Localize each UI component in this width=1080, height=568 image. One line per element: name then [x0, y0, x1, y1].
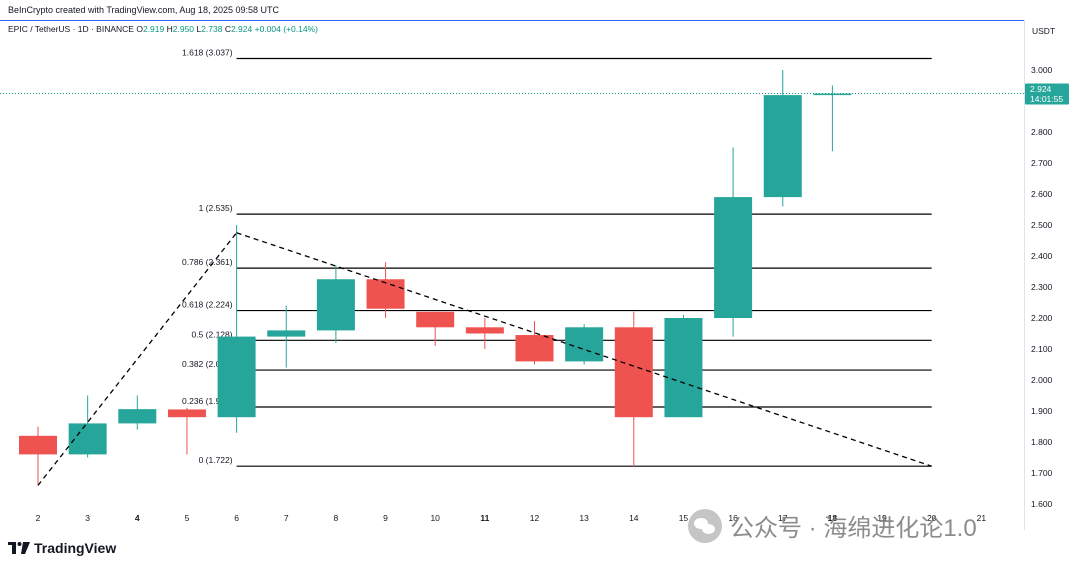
candle-body[interactable] — [714, 197, 753, 318]
currency-unit: USDT — [1032, 26, 1056, 36]
current-price-value: 2.924 — [1030, 84, 1052, 94]
candle-body[interactable] — [813, 93, 852, 96]
x-tick-label: 9 — [383, 513, 388, 523]
x-tick-label: 10 — [430, 513, 440, 523]
x-tick-label: 12 — [530, 513, 540, 523]
price-scale-border — [1024, 20, 1025, 530]
close-value: 2.924 — [230, 24, 253, 34]
candle-body[interactable] — [68, 423, 107, 455]
candle-body[interactable] — [416, 311, 455, 328]
x-tick-label: 17 — [778, 513, 788, 523]
close-label: C — [224, 24, 231, 34]
y-tick-label: 2.400 — [1031, 251, 1053, 261]
candle-body[interactable] — [167, 409, 206, 418]
y-tick-label: 1.900 — [1031, 406, 1053, 416]
x-tick-label: 8 — [334, 513, 339, 523]
header-divider — [0, 20, 1024, 21]
y-tick-label: 2.100 — [1031, 344, 1053, 354]
high-value: 2.950 — [172, 24, 195, 34]
y-tick-label: 2.000 — [1031, 375, 1053, 385]
x-tick-label: 6 — [234, 513, 239, 523]
low-value: 2.738 — [201, 24, 223, 34]
x-tick-label: 18 — [828, 513, 838, 523]
wechat-icon — [688, 508, 722, 543]
watermark: 公众号 · 海绵进化论1.0 — [688, 508, 977, 543]
credit-text: BeInCrypto created with TradingView.com,… — [8, 5, 279, 15]
candle-body[interactable] — [465, 327, 504, 334]
fib-level-label: 1 (2.535) — [199, 203, 233, 213]
x-tick-label: 7 — [284, 513, 289, 523]
low-label: L — [196, 24, 202, 34]
y-tick-label: 2.300 — [1031, 282, 1053, 292]
y-tick-label: 1.800 — [1031, 437, 1053, 447]
y-tick-label: 2.800 — [1031, 127, 1053, 137]
tradingview-logo[interactable]: TradingView — [8, 540, 116, 556]
candle-body[interactable] — [217, 336, 256, 418]
candle-body[interactable] — [118, 409, 157, 424]
fib-level-label: 0.618 (2.224) — [182, 300, 233, 310]
y-tick-label: 1.600 — [1031, 499, 1053, 509]
fib-level-label: 0.236 (1.913) — [182, 396, 233, 406]
candle-body[interactable] — [664, 318, 703, 418]
x-tick-label: 4 — [135, 513, 140, 523]
candle-body[interactable] — [19, 435, 57, 455]
countdown-timer: 14:01:55 — [1030, 94, 1063, 104]
tradingview-logo-icon — [8, 542, 30, 554]
symbol-name[interactable]: EPIC / TetherUS · 1D · BINANCE — [8, 24, 134, 34]
y-tick-label: 2.700 — [1031, 158, 1053, 168]
fib-level-label: 1.618 (3.037) — [182, 48, 233, 58]
x-tick-label: 13 — [579, 513, 589, 523]
y-tick-label: 2.200 — [1031, 313, 1053, 323]
y-tick-label: 3.000 — [1031, 65, 1053, 75]
candle-body[interactable] — [614, 327, 653, 418]
symbol-legend: EPIC / TetherUS · 1D · BINANCE O2.919 H2… — [8, 24, 318, 34]
x-tick-label: 20 — [927, 513, 937, 523]
candle-body[interactable] — [515, 335, 554, 362]
current-price-tag — [1025, 83, 1069, 105]
x-tick-label: 3 — [85, 513, 90, 523]
open-value: 2.919 — [142, 24, 165, 34]
x-tick-label: 19 — [877, 513, 887, 523]
change-value: +0.004 (+0.14%) — [254, 24, 318, 34]
x-tick-label: 15 — [679, 513, 689, 523]
candle-body[interactable] — [565, 327, 604, 362]
fib-level-label: 0 (1.722) — [199, 455, 233, 465]
candle-body[interactable] — [366, 279, 405, 309]
candle-body[interactable] — [316, 279, 355, 331]
open-label: O — [136, 24, 143, 34]
candle-body[interactable] — [763, 95, 802, 198]
x-tick-label: 16 — [728, 513, 738, 523]
x-tick-label: 21 — [977, 513, 987, 523]
fib-level-label: 0.5 (2.128) — [191, 329, 232, 339]
x-tick-label: 14 — [629, 513, 639, 523]
x-tick-label: 11 — [480, 513, 489, 523]
x-tick-label: 5 — [185, 513, 190, 523]
watermark-text: 公众号 · 海绵进化论1.0 — [730, 515, 977, 542]
y-tick-label: 2.500 — [1031, 220, 1053, 230]
high-label: H — [166, 24, 173, 34]
candle-body[interactable] — [267, 330, 306, 337]
y-tick-label: 2.600 — [1031, 189, 1053, 199]
fib-level-label: 0.786 (2.361) — [182, 257, 233, 267]
x-tick-label: 2 — [36, 513, 41, 523]
fib-level-label: 0.382 (2.032) — [182, 359, 233, 369]
top-bar: BeInCrypto created with TradingView.com,… — [0, 0, 1080, 20]
y-tick-label: 1.700 — [1031, 468, 1053, 478]
tradingview-logo-text: TradingView — [34, 540, 117, 556]
